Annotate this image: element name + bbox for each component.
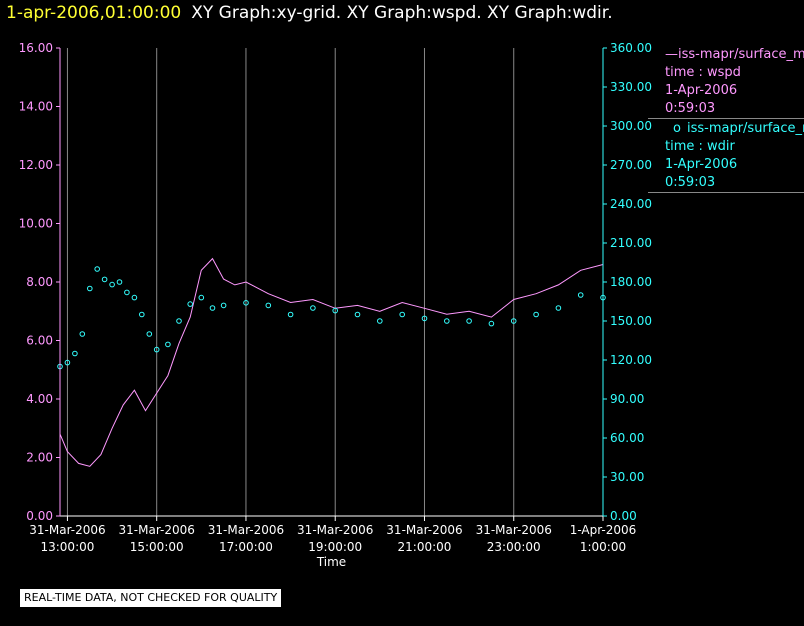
legend-wspd-date: 1-Apr-2006 (665, 83, 738, 98)
x-tick-label-date: 31-Mar-2006 (29, 523, 105, 537)
series-wdir-point (198, 294, 205, 301)
series-wdir-point (510, 318, 517, 324)
legend-wspd-time: 0:59:03 (665, 101, 716, 116)
legend-wspd: —iss-mapr/surface_mapr time : wspd 1-Apr… (665, 46, 804, 118)
x-tick-label-date: 1-Apr-2006 (570, 523, 637, 537)
series-wdir-point (146, 331, 153, 337)
series-wdir-point (109, 281, 115, 288)
series-wdir-point (421, 315, 428, 322)
y-right-tick-label: 90.00 (610, 392, 644, 406)
x-tick-label-time: 15:00:00 (130, 540, 184, 554)
x-tick-label-date: 31-Mar-2006 (386, 523, 462, 537)
y-right-tick-label: 30.00 (610, 470, 644, 484)
x-tick-label-time: 23:00:00 (487, 540, 541, 554)
y-right-tick-label: 150.00 (610, 314, 652, 328)
y-right-tick-label: 240.00 (610, 197, 652, 211)
series-wdir-point (124, 289, 130, 296)
series-wdir-point (354, 311, 361, 318)
series-wdir-point (209, 305, 216, 311)
title-graph-list: XY Graph:xy-grid. XY Graph:wspd. XY Grap… (191, 3, 613, 23)
title-timestamp: 1-apr-2006,01:00:00 (6, 3, 182, 23)
y-left-tick-label: 6.00 (26, 334, 53, 348)
quality-disclaimer: REAL-TIME DATA, NOT CHECKED FOR QUALITY (20, 589, 282, 607)
y-left-tick-label: 16.00 (19, 41, 53, 55)
series-wdir-point (72, 350, 78, 357)
series-wdir-point (79, 331, 86, 337)
y-left-tick-label: 14.00 (19, 100, 53, 114)
series-wdir-point (332, 307, 339, 314)
y-right-tick-label: 210.00 (610, 236, 652, 250)
legend-wdir-time: 0:59:03 (665, 175, 716, 190)
x-tick-label-date: 31-Mar-2006 (297, 523, 373, 537)
axes-group: 31-Mar-2006 13:00:00 31-Mar-2006 15:00:00 31… (19, 41, 652, 569)
grid-lines (66, 48, 604, 516)
legend-wdir: o iss-mapr/surface_mapr time : wdir 1-Apr… (665, 120, 804, 192)
series-wdir-point (466, 318, 472, 324)
series-wdir-point (165, 341, 171, 348)
y-right-tick-label: 300.00 (610, 119, 652, 133)
legend-wspd-variable: time : wspd (665, 65, 741, 80)
x-tick-label-date: 31-Mar-2006 (119, 523, 195, 537)
graph-title-bar: 1-apr-2006,01:00:00 XY Graph:xy-grid. XY … (6, 2, 613, 24)
series-wdir-point (101, 276, 108, 283)
legend-wdir-title: o iss-mapr/surface_mapr (665, 120, 804, 138)
series-wdir-point (220, 302, 227, 309)
y-right-tick-label: 360.00 (610, 41, 652, 55)
series-wdir-point (488, 320, 495, 327)
series-wdir-point (377, 318, 383, 324)
series-wdir-point (87, 285, 93, 292)
legend-divider (648, 118, 804, 119)
y-left-tick-label: 8.00 (26, 275, 53, 289)
x-tick-label-time: 13:00:00 (40, 540, 94, 554)
y-right-tick-label: 180.00 (610, 275, 652, 289)
y-right-tick-label: 270.00 (610, 158, 652, 172)
y-left-tick-label: 4.00 (26, 392, 53, 406)
x-tick-label-time: 21:00:00 (398, 540, 452, 554)
y-left-tick-label: 0.00 (26, 509, 53, 523)
series-wdir-point (176, 318, 182, 324)
legend-wspd-title: —iss-mapr/surface_mapr (665, 46, 804, 64)
legend-wdir-variable: time : wdir (665, 139, 735, 154)
x-tick-label-date: 31-Mar-2006 (208, 523, 284, 537)
y-right-tick-label: 0.00 (610, 509, 637, 523)
x-tick-label-time: 19:00:00 (308, 540, 362, 554)
series-wdir-point (399, 311, 406, 318)
series-wdir-point (533, 311, 539, 318)
legend-wspd-name: iss-mapr/surface_mapr (678, 47, 804, 62)
x-tick-label-date: 31-Mar-2006 (476, 523, 552, 537)
series-wdir-point (265, 302, 272, 309)
x-tick-label-time: 1:00:00 (580, 540, 626, 554)
y-right-tick-label: 60.00 (610, 431, 644, 445)
x-tick-label-time: 17:00:00 (219, 540, 273, 554)
legend-wdir-date: 1-Apr-2006 (665, 157, 738, 172)
legend-circle-marker: o (673, 121, 681, 136)
series-wdir-point (444, 318, 450, 324)
series-wdir-point (139, 311, 145, 318)
y-left-tick-label: 2.00 (26, 451, 53, 465)
series-wdir-point (555, 305, 562, 311)
series-wdir-point (187, 301, 193, 307)
legend-wdir-name: iss-mapr/surface_mapr (686, 121, 804, 136)
y-left-tick-label: 12.00 (19, 158, 53, 172)
series-wdir-point (153, 346, 160, 353)
series-group (57, 257, 606, 467)
y-left-tick-label: 10.00 (19, 217, 53, 231)
y-right-tick-label: 120.00 (610, 353, 652, 367)
legend-divider (648, 192, 804, 193)
series-wdir-point (94, 266, 100, 272)
series-wdir-point (64, 359, 71, 366)
series-wdir-point (310, 305, 316, 311)
series-wspd-line (59, 257, 604, 467)
legend-line-marker: — (665, 47, 678, 62)
series-wdir-point (287, 311, 294, 318)
series-wdir-point (116, 279, 123, 285)
series-wdir-point (131, 294, 138, 301)
x-axis-label: Time (316, 555, 346, 569)
series-wdir-point (577, 292, 584, 298)
series-wdir-point (243, 300, 249, 306)
y-right-tick-label: 330.00 (610, 80, 652, 94)
